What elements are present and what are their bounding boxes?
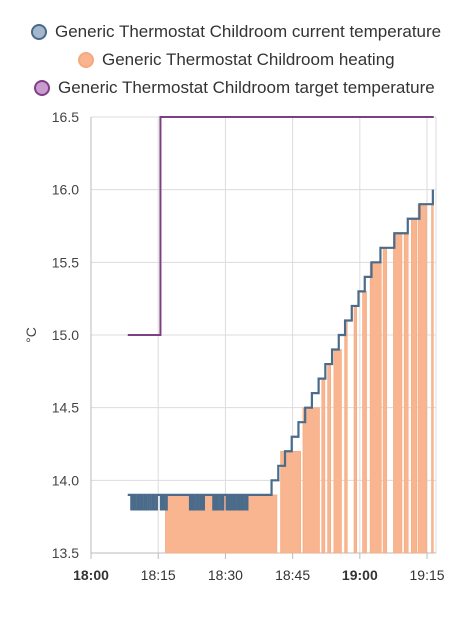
heating-bar <box>393 232 403 554</box>
heating-bars <box>165 203 434 554</box>
legend-item-current-temperature[interactable]: Generic Thermostat Childroom current tem… <box>31 22 441 42</box>
series-lines <box>127 116 434 511</box>
legend-label-heating: Generic Thermostat Childroom heating <box>102 50 395 69</box>
heating-bar <box>403 232 409 554</box>
x-tick-label: 18:30 <box>208 567 243 583</box>
heating-bar <box>321 378 326 554</box>
y-tick-label: 14.5 <box>52 400 79 416</box>
x-tick-label: 18:45 <box>275 567 310 583</box>
legend-item-heating[interactable]: Generic Thermostat Childroom heating <box>78 50 395 70</box>
heating-legend-swatch <box>78 52 94 68</box>
heating-bar <box>369 262 382 554</box>
heating-bar <box>327 363 332 554</box>
target-temperature-line <box>127 116 434 336</box>
current-temperature-legend-swatch <box>31 24 47 40</box>
x-tick-label: 18:15 <box>141 567 176 583</box>
heating-bar <box>362 291 367 554</box>
heating-bar <box>411 218 418 554</box>
y-tick-label: 16.0 <box>52 182 79 198</box>
y-tick-label: 15.0 <box>52 327 79 343</box>
grid <box>90 116 437 559</box>
target-temperature-legend-swatch <box>34 80 50 96</box>
heating-bar <box>333 349 342 554</box>
y-tick-label: 14.0 <box>52 472 79 488</box>
y-axis: 13.5 14.0 14.5 15.0 15.5 16.0 16.5 <box>52 109 79 561</box>
legend-item-target-temperature[interactable]: Generic Thermostat Childroom target temp… <box>34 78 435 98</box>
y-tick-label: 16.5 <box>52 109 79 125</box>
y-axis-label: °C <box>23 327 39 343</box>
x-axis: 18:00 18:15 18:30 18:45 19:00 19:15 <box>73 567 445 583</box>
legend-label-target-temperature: Generic Thermostat Childroom target temp… <box>58 78 435 97</box>
heating-bar <box>431 203 434 554</box>
current-temperature-line <box>127 189 434 511</box>
y-tick-label: 15.5 <box>52 254 79 270</box>
legend-label-current-temperature: Generic Thermostat Childroom current tem… <box>55 22 442 41</box>
heating-bar <box>417 203 427 554</box>
heating-bar <box>382 247 388 554</box>
y-tick-label: 13.5 <box>52 545 79 561</box>
heating-bar <box>302 407 320 554</box>
heating-bar <box>344 320 348 554</box>
heating-bar <box>353 305 357 554</box>
x-tick-label: 19:00 <box>342 567 378 583</box>
x-tick-label: 18:00 <box>73 567 109 583</box>
x-tick-label: 19:15 <box>410 567 445 583</box>
